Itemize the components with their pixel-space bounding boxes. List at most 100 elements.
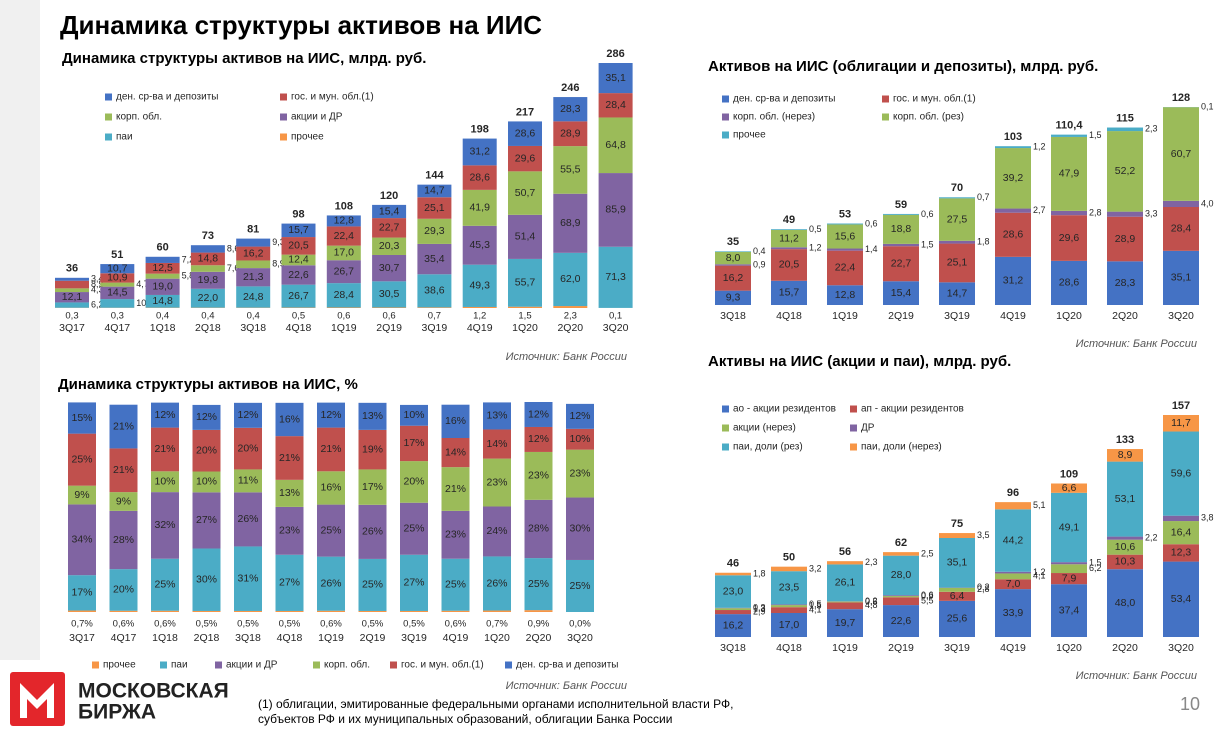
data-label: 25,1 (947, 257, 968, 269)
bar-segment (68, 402, 96, 434)
x-tick-label: 1Q19 (832, 642, 858, 654)
bar-segment (192, 429, 221, 472)
bar-segment (236, 260, 271, 269)
bar-segment (483, 556, 511, 611)
data-label: 10% (403, 409, 424, 421)
data-label: 20,5 (288, 240, 309, 252)
data-label: 8,0 (726, 252, 741, 264)
legend-swatch (722, 113, 729, 121)
data-label: 4,8 (865, 600, 878, 610)
data-label: 17% (403, 437, 424, 449)
bar-segment (995, 148, 1031, 209)
data-label: 23,0 (723, 585, 744, 597)
bar-segment (508, 121, 542, 146)
bar-segment (883, 243, 919, 247)
total-label: 35 (727, 236, 739, 248)
data-label: 2,2 (1145, 533, 1158, 543)
x-tick-label: 3Q18 (720, 642, 746, 654)
page-number: 10 (1180, 694, 1200, 714)
data-label: 28,3 (1115, 277, 1136, 289)
bar-segment (995, 589, 1031, 637)
data-label: 0,3 (753, 602, 766, 612)
data-label: 0,6% (154, 619, 176, 630)
bar-segment (771, 280, 807, 305)
bar-segment (1051, 562, 1087, 565)
bar-segment (190, 265, 225, 272)
data-label: 0,9% (528, 619, 550, 630)
bar-segment (192, 610, 221, 612)
legend-label: паи (116, 132, 133, 143)
bar-segment (598, 173, 633, 247)
legend-swatch (280, 113, 287, 121)
x-tick-label: 4Q17 (111, 632, 137, 644)
bar-segment (400, 425, 428, 462)
data-label: 3,3 (1145, 209, 1158, 219)
x-tick-label: 3Q20 (1168, 310, 1194, 322)
legend-swatch (722, 131, 729, 139)
total-label: 109 (1060, 468, 1078, 480)
data-label: 12,4 (288, 254, 309, 266)
legend-label: корп. обл. (116, 111, 162, 123)
data-label: 68,9 (560, 217, 581, 229)
bar-segment (441, 404, 470, 439)
data-label: 14,8 (198, 253, 219, 265)
bar-segment (417, 184, 452, 198)
data-label: 4,7 (136, 279, 149, 289)
bar-segment (883, 605, 919, 637)
legend-swatch (722, 424, 729, 432)
data-label: 16,4 (1171, 526, 1192, 538)
bar-segment (190, 245, 225, 253)
bar-segment (275, 479, 304, 507)
bar-segment (151, 610, 179, 612)
bar-segment (995, 208, 1031, 213)
legend-swatch (280, 93, 287, 101)
data-label: 4,0 (1201, 198, 1214, 208)
x-tick-label: 4Q18 (277, 632, 303, 644)
chart-title: Активы на ИИС (акции и паи), млрд. руб. (708, 353, 1011, 370)
data-label: 0,2 (977, 582, 990, 592)
bar-segment (1163, 200, 1199, 208)
bar-segment (1051, 564, 1087, 574)
bar-segment (1107, 131, 1143, 212)
bar-segment (151, 558, 179, 611)
data-label: 6,6 (1062, 482, 1077, 494)
total-label: 60 (156, 242, 168, 254)
bar-segment (715, 608, 751, 611)
total-label: 50 (783, 552, 795, 564)
x-tick-label: 3Q19 (944, 310, 970, 322)
bar-segment (317, 504, 345, 557)
bar-segment (317, 556, 345, 611)
data-label: 16% (445, 415, 466, 427)
data-label: 41,9 (469, 202, 490, 214)
bar-segment (939, 587, 975, 592)
data-label: 0,5% (279, 619, 301, 630)
logo-mark (10, 672, 65, 726)
bar-segment (192, 492, 221, 549)
data-label: 23% (279, 525, 300, 537)
bar-segment (326, 260, 361, 284)
bar-segment (939, 538, 975, 588)
legend-label: корп. обл. (рез) (893, 111, 964, 123)
bar-segment (100, 286, 135, 300)
data-label: 0,3 (65, 311, 78, 322)
bar-segment (715, 614, 751, 637)
data-label: 1,3 (753, 603, 766, 613)
bar-segment (1163, 515, 1199, 522)
data-label: 31,2 (469, 146, 490, 158)
bar-segment (1051, 573, 1087, 585)
bar-segment (145, 278, 180, 295)
legend-swatch (313, 661, 320, 669)
data-label: 25% (569, 580, 590, 592)
data-label: 15,6 (835, 230, 856, 242)
legend-swatch (390, 661, 397, 669)
data-label: 19% (362, 443, 383, 455)
bar-segment (100, 299, 135, 308)
total-label: 286 (606, 48, 624, 60)
data-label: 3,2 (809, 563, 822, 573)
legend-label: паи, доли (рез) (733, 442, 803, 453)
logo-text: МОСКОВСКАЯ (78, 680, 229, 703)
bar-segment (1163, 431, 1199, 516)
data-label: 14,7 (947, 287, 968, 299)
bar-segment (1051, 215, 1087, 261)
bar-segment (1107, 211, 1143, 217)
